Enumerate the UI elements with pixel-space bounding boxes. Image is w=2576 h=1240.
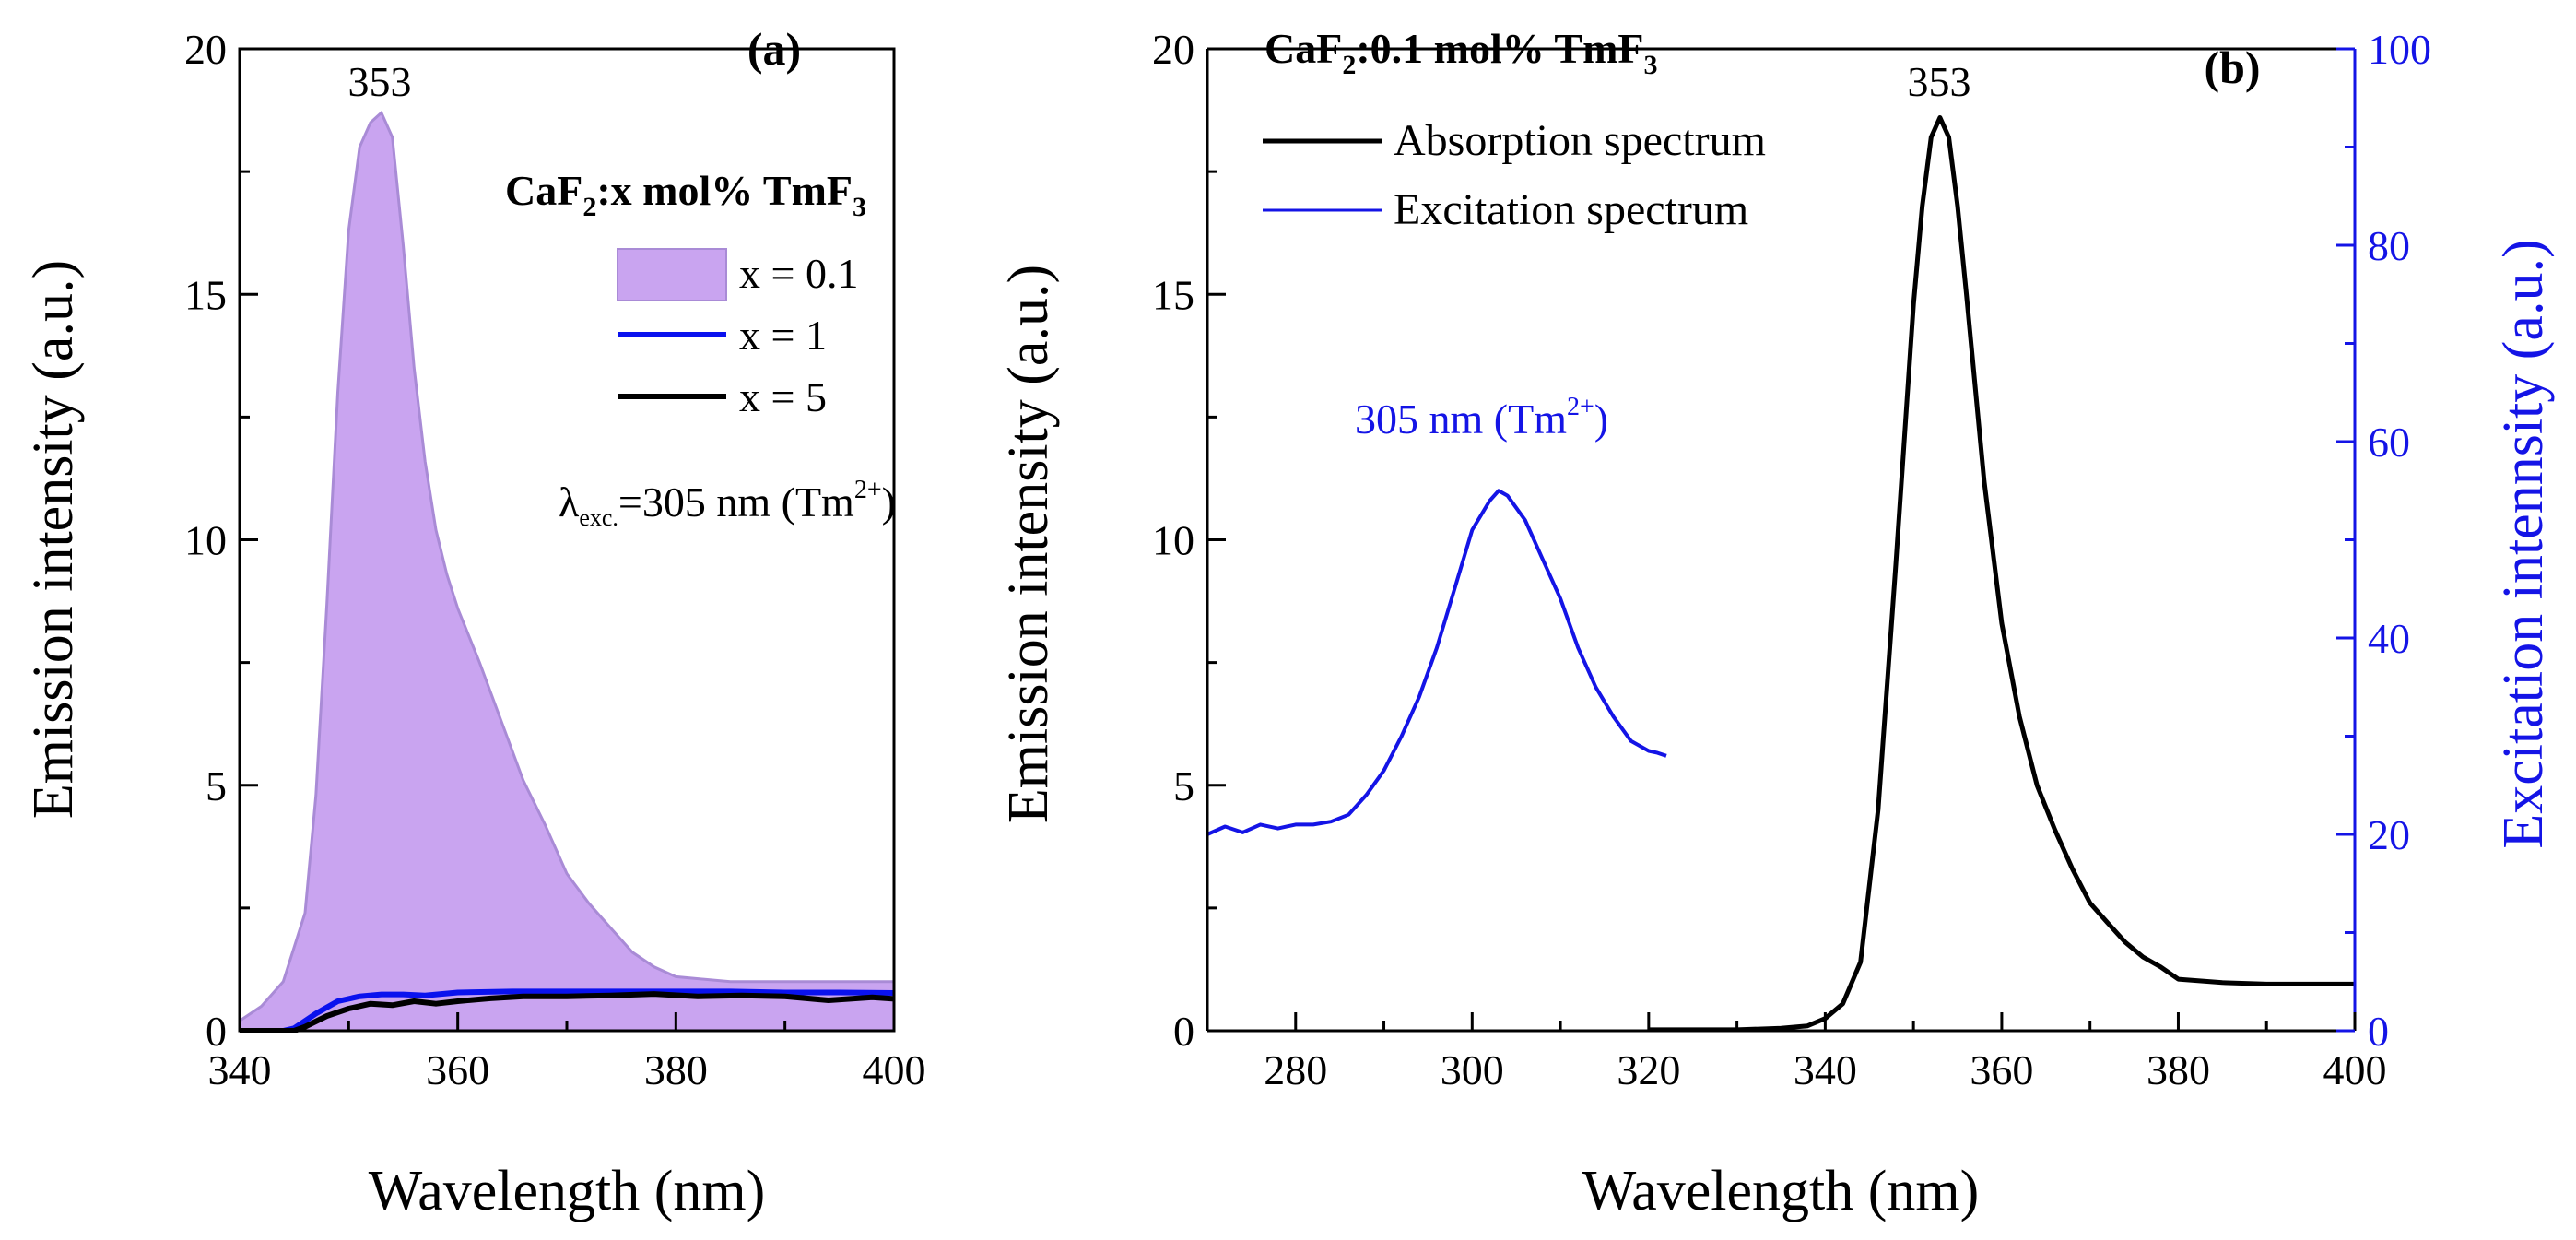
x-tick-label: 400 [2323, 1046, 2387, 1093]
panel-a-excitation-note: λexc.=305 nm (Tm2+) [559, 476, 896, 531]
legend-label-excitation: Excitation spectrum [1394, 185, 1748, 234]
x-tick-label: 280 [1264, 1046, 1327, 1093]
y2-tick-label: 100 [2368, 26, 2431, 73]
x-tick-label: 360 [426, 1046, 489, 1093]
y2-tick-label: 80 [2368, 222, 2410, 269]
panel-b-excitation-peak-label: 305 nm (Tm2+) [1355, 393, 1608, 443]
y-tick-label: 15 [184, 271, 227, 318]
panel-b-label: (b) [2204, 41, 2260, 93]
series-line-absorption [1648, 115, 2355, 1033]
panel-a-label: (a) [747, 23, 801, 75]
x-tick-label: 320 [1617, 1046, 1680, 1093]
panel-b-peak-label: 353 [1908, 58, 1971, 105]
y-tick-label: 15 [1152, 271, 1194, 318]
x-tick-label: 340 [1794, 1046, 1857, 1093]
y-tick-label: 0 [1173, 1008, 1194, 1055]
y2-tick-label: 40 [2368, 615, 2410, 662]
panel-b-title: CaF2:0.1 mol% TmF3 [1264, 25, 1658, 80]
legend-swatch-x-0-1 [617, 248, 727, 301]
panel-b-y2-axis-label: Excitation intennsity (a.u.) [2492, 239, 2555, 848]
y-tick-label: 0 [206, 1008, 227, 1055]
series-line-x-5 [240, 991, 895, 1033]
legend-label-x-1: x = 1 [739, 312, 827, 359]
y2-tick-label: 0 [2368, 1008, 2389, 1055]
panel-a-x-axis-label: Wavelength (nm) [369, 1160, 766, 1222]
x-tick-label: 340 [208, 1046, 272, 1093]
y2-tick-label: 20 [2368, 811, 2410, 858]
y2-tick-label: 60 [2368, 419, 2410, 466]
panel-b-y-axis-label: Emission intensity (a.u.) [997, 265, 1060, 823]
y-tick-label: 10 [1152, 517, 1194, 564]
x-tick-label: 400 [863, 1046, 926, 1093]
panel-a-y-axis-label: Emission intensity (a.u.) [22, 260, 85, 819]
panel-a-peak-label: 353 [348, 58, 412, 105]
y-tick-label: 5 [1173, 762, 1194, 809]
legend-label-absorption: Absorption spectrum [1394, 116, 1766, 165]
panel-a-legend: x = 0.1 x = 1 x = 5 [617, 248, 858, 420]
panel-b-x-axis-label: Wavelength (nm) [1582, 1160, 1980, 1222]
series-area-x-0-1 [238, 110, 896, 1033]
x-tick-label: 300 [1441, 1046, 1504, 1093]
series-line-x-1 [240, 988, 895, 1033]
panel-b-chart: 280 300 320 340 360 380 4000510152002040608010… [997, 25, 2555, 1222]
y-tick-label: 20 [1152, 26, 1194, 73]
y-tick-label: 10 [184, 517, 227, 564]
y-tick-label: 5 [206, 762, 227, 809]
legend-label-x-0-1: x = 0.1 [739, 250, 858, 297]
series-line-excitation [1206, 489, 1667, 836]
panel-a-chart: 340 360 380 400 0 5 10 15 20 Wavelength (nm) Emi… [22, 23, 926, 1222]
y-tick-label: 20 [184, 26, 227, 73]
legend-label-x-5: x = 5 [739, 373, 827, 420]
panel-a-legend-title: CaF2:x mol% TmF3 [505, 167, 866, 222]
x-tick-label: 380 [2147, 1046, 2210, 1093]
x-tick-label: 380 [644, 1046, 708, 1093]
x-tick-label: 360 [1970, 1046, 2033, 1093]
panel-b-legend: Absorption spectrum Excitation spectrum [1263, 116, 1766, 234]
